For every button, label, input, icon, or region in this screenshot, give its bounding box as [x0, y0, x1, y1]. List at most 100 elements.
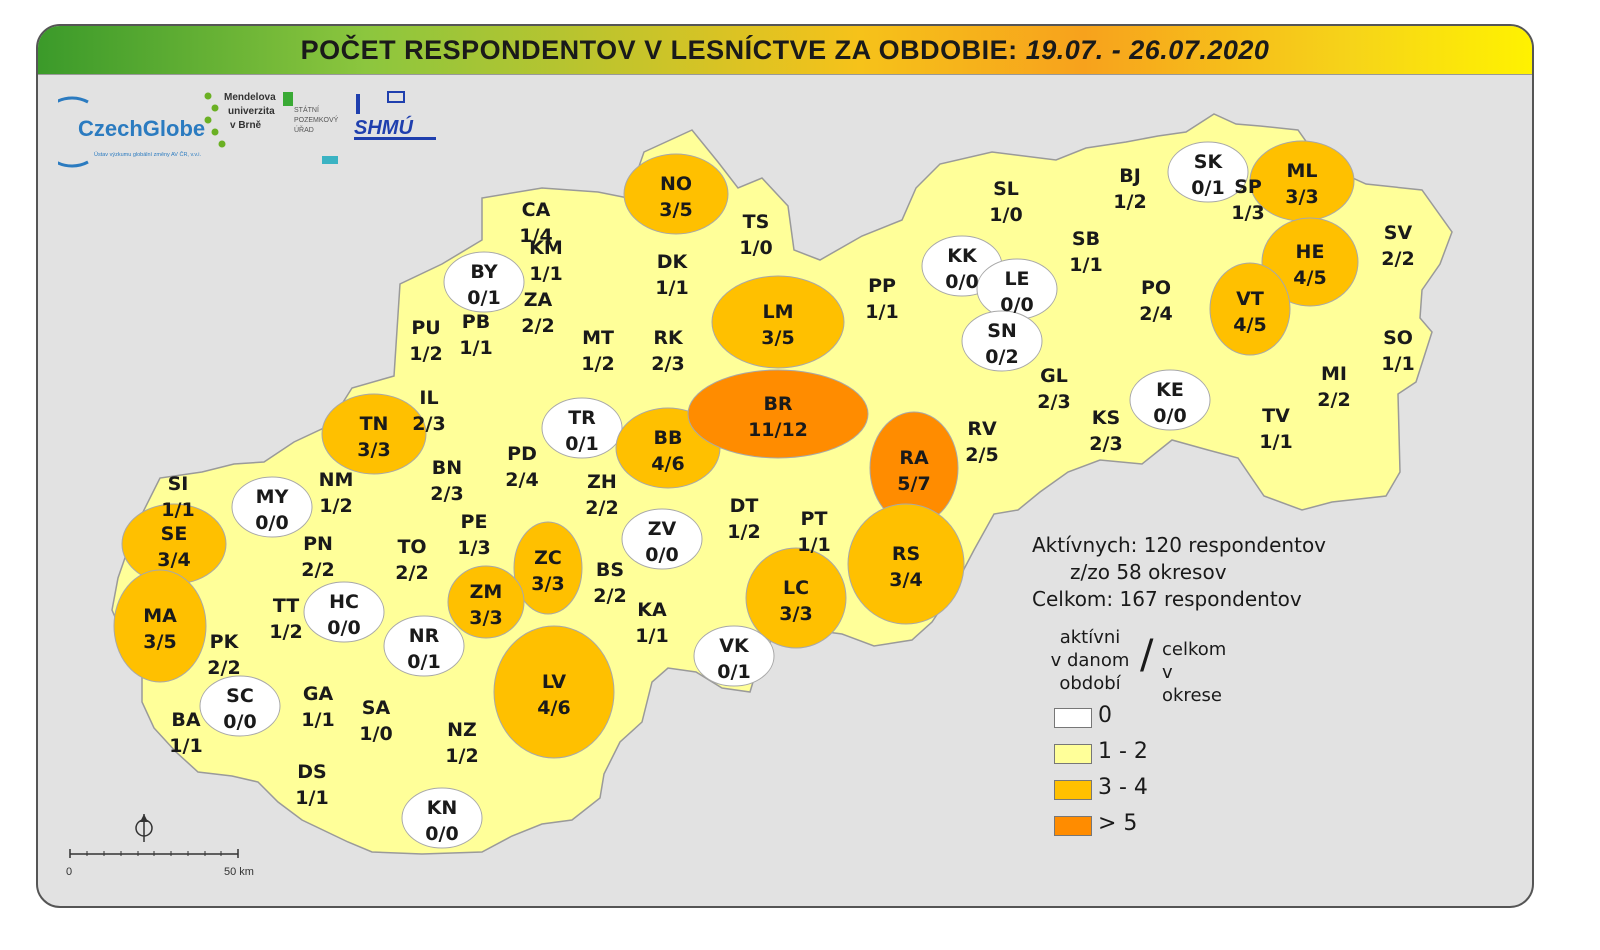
district-value-pu: 1/2	[409, 343, 442, 365]
district-code-so: SO	[1383, 327, 1413, 349]
district-code-no: NO	[660, 173, 692, 195]
district-value-tr: 0/1	[565, 433, 598, 455]
district-code-by: BY	[470, 261, 497, 283]
district-code-gl: GL	[1040, 365, 1068, 387]
district-value-dt: 1/2	[727, 521, 760, 543]
district-value-bj: 1/2	[1113, 191, 1146, 213]
district-code-ra: RA	[899, 447, 929, 469]
map-frame: POČET RESPONDENTOV V LESNÍCTVE ZA OBDOBI…	[36, 24, 1534, 908]
district-value-ga: 1/1	[301, 709, 334, 731]
district-value-zm: 3/3	[469, 607, 502, 629]
district-value-kk: 0/0	[945, 271, 978, 293]
district-value-po: 2/4	[1139, 303, 1172, 325]
district-value-mi: 2/2	[1317, 389, 1350, 411]
district-value-nm: 1/2	[319, 495, 352, 517]
district-code-zc: ZC	[534, 547, 562, 569]
district-code-zm: ZM	[470, 581, 503, 603]
district-value-bb: 4/6	[651, 453, 684, 475]
district-area-lm	[711, 275, 845, 369]
district-map: CA 1/4 NO 3/5 TS 1/0 KM 1/1 BY 0/1 DK 1/1 ZA 2/2 PU 1/2…	[111, 113, 1453, 855]
district-code-dk: DK	[657, 251, 689, 273]
district-value-il: 2/3	[412, 413, 445, 435]
district-value-dk: 1/1	[655, 277, 688, 299]
shmu-logo: SHMÚ	[354, 91, 436, 140]
czechglobe-text: CzechGlobe	[78, 116, 205, 141]
district-value-rk: 2/3	[651, 353, 684, 375]
district-value-pn: 2/2	[301, 559, 334, 581]
scale-end: 50 km	[224, 866, 254, 878]
district-code-ga: GA	[303, 683, 334, 705]
district-area-rs	[847, 503, 965, 625]
district-value-bn: 2/3	[430, 483, 463, 505]
district-code-ba: BA	[171, 709, 200, 731]
district-value-he: 4/5	[1293, 267, 1326, 289]
legend-swatch-0	[1054, 708, 1092, 728]
logo-strip: CzechGlobe Ústav výzkumu globální změny …	[38, 91, 436, 168]
district-code-ca: CA	[522, 199, 551, 221]
stats-panel: Aktívnych: 120 respondentov z/zo 58 okre…	[1032, 532, 1326, 613]
district-value-pk: 2/2	[207, 657, 240, 679]
district-value-sk: 0/1	[1191, 177, 1224, 199]
district-code-zv: ZV	[648, 518, 677, 540]
district-value-pe: 1/3	[457, 537, 490, 559]
district-code-sk: SK	[1194, 151, 1224, 173]
district-value-mt: 1/2	[581, 353, 614, 375]
district-value-no: 3/5	[659, 199, 692, 221]
district-value-sc: 0/0	[223, 711, 256, 733]
district-value-ca: 1/4	[519, 225, 552, 247]
czechglobe-logo: CzechGlobe Ústav výzkumu globální změny …	[38, 96, 205, 168]
district-value-my: 0/0	[255, 512, 288, 534]
shmu-text: SHMÚ	[354, 115, 413, 139]
district-area-no	[623, 153, 729, 235]
district-value-si: 1/1	[161, 499, 194, 521]
district-code-bn: BN	[432, 457, 462, 479]
spu-line-1: STÁTNÍ	[294, 105, 319, 114]
district-code-hc: HC	[329, 591, 359, 613]
district-value-sl: 1/0	[989, 204, 1022, 226]
district-code-pb: PB	[462, 311, 490, 333]
district-value-sa: 1/0	[359, 723, 392, 745]
district-value-sp: 1/3	[1231, 202, 1264, 224]
district-code-sc: SC	[226, 685, 254, 707]
district-code-pp: PP	[868, 275, 896, 297]
district-value-zc: 3/3	[531, 573, 564, 595]
district-code-ma: MA	[143, 605, 177, 627]
district-value-sv: 2/2	[1381, 248, 1414, 270]
district-area-br	[687, 369, 869, 459]
district-value-hc: 0/0	[327, 617, 360, 639]
district-value-ml: 3/3	[1285, 186, 1318, 208]
district-value-to: 2/2	[395, 562, 428, 584]
district-value-kn: 0/0	[425, 823, 458, 845]
legend-label-1: 1 - 2	[1098, 739, 1148, 764]
district-code-sl: SL	[993, 178, 1019, 200]
district-code-mt: MT	[582, 327, 614, 349]
district-area-zm	[447, 565, 525, 639]
district-area-kn	[401, 787, 483, 849]
legend-label-3: > 5	[1098, 811, 1138, 836]
district-code-rv: RV	[967, 418, 997, 440]
district-code-pe: PE	[461, 511, 488, 533]
district-area-lv	[493, 625, 615, 759]
stats-total: Celkom: 167 respondentov	[1032, 587, 1302, 611]
district-code-vt: VT	[1236, 288, 1264, 310]
district-value-pt: 1/1	[797, 534, 830, 556]
title-main: POČET RESPONDENTOV V LESNÍCTVE ZA OBDOBI…	[300, 35, 1018, 65]
district-value-vt: 4/5	[1233, 314, 1266, 336]
district-code-rs: RS	[892, 543, 920, 565]
district-code-il: IL	[419, 387, 438, 409]
district-code-zh: ZH	[587, 471, 617, 493]
legend-right-2: v okrese	[1162, 662, 1222, 706]
district-code-ts: TS	[743, 211, 770, 233]
district-code-bs: BS	[596, 559, 624, 581]
district-value-nr: 0/1	[407, 651, 440, 673]
district-area-sc	[199, 675, 281, 737]
district-code-sa: SA	[362, 697, 391, 719]
title-bar: POČET RESPONDENTOV V LESNÍCTVE ZA OBDOBI…	[38, 26, 1532, 75]
district-code-vk: VK	[719, 635, 750, 657]
district-value-by: 0/1	[467, 287, 500, 309]
district-code-tt: TT	[273, 595, 299, 617]
district-code-kn: KN	[427, 797, 458, 819]
district-value-ke: 0/0	[1153, 405, 1186, 427]
north-arrow-icon	[135, 814, 153, 842]
district-value-zv: 0/0	[645, 544, 678, 566]
